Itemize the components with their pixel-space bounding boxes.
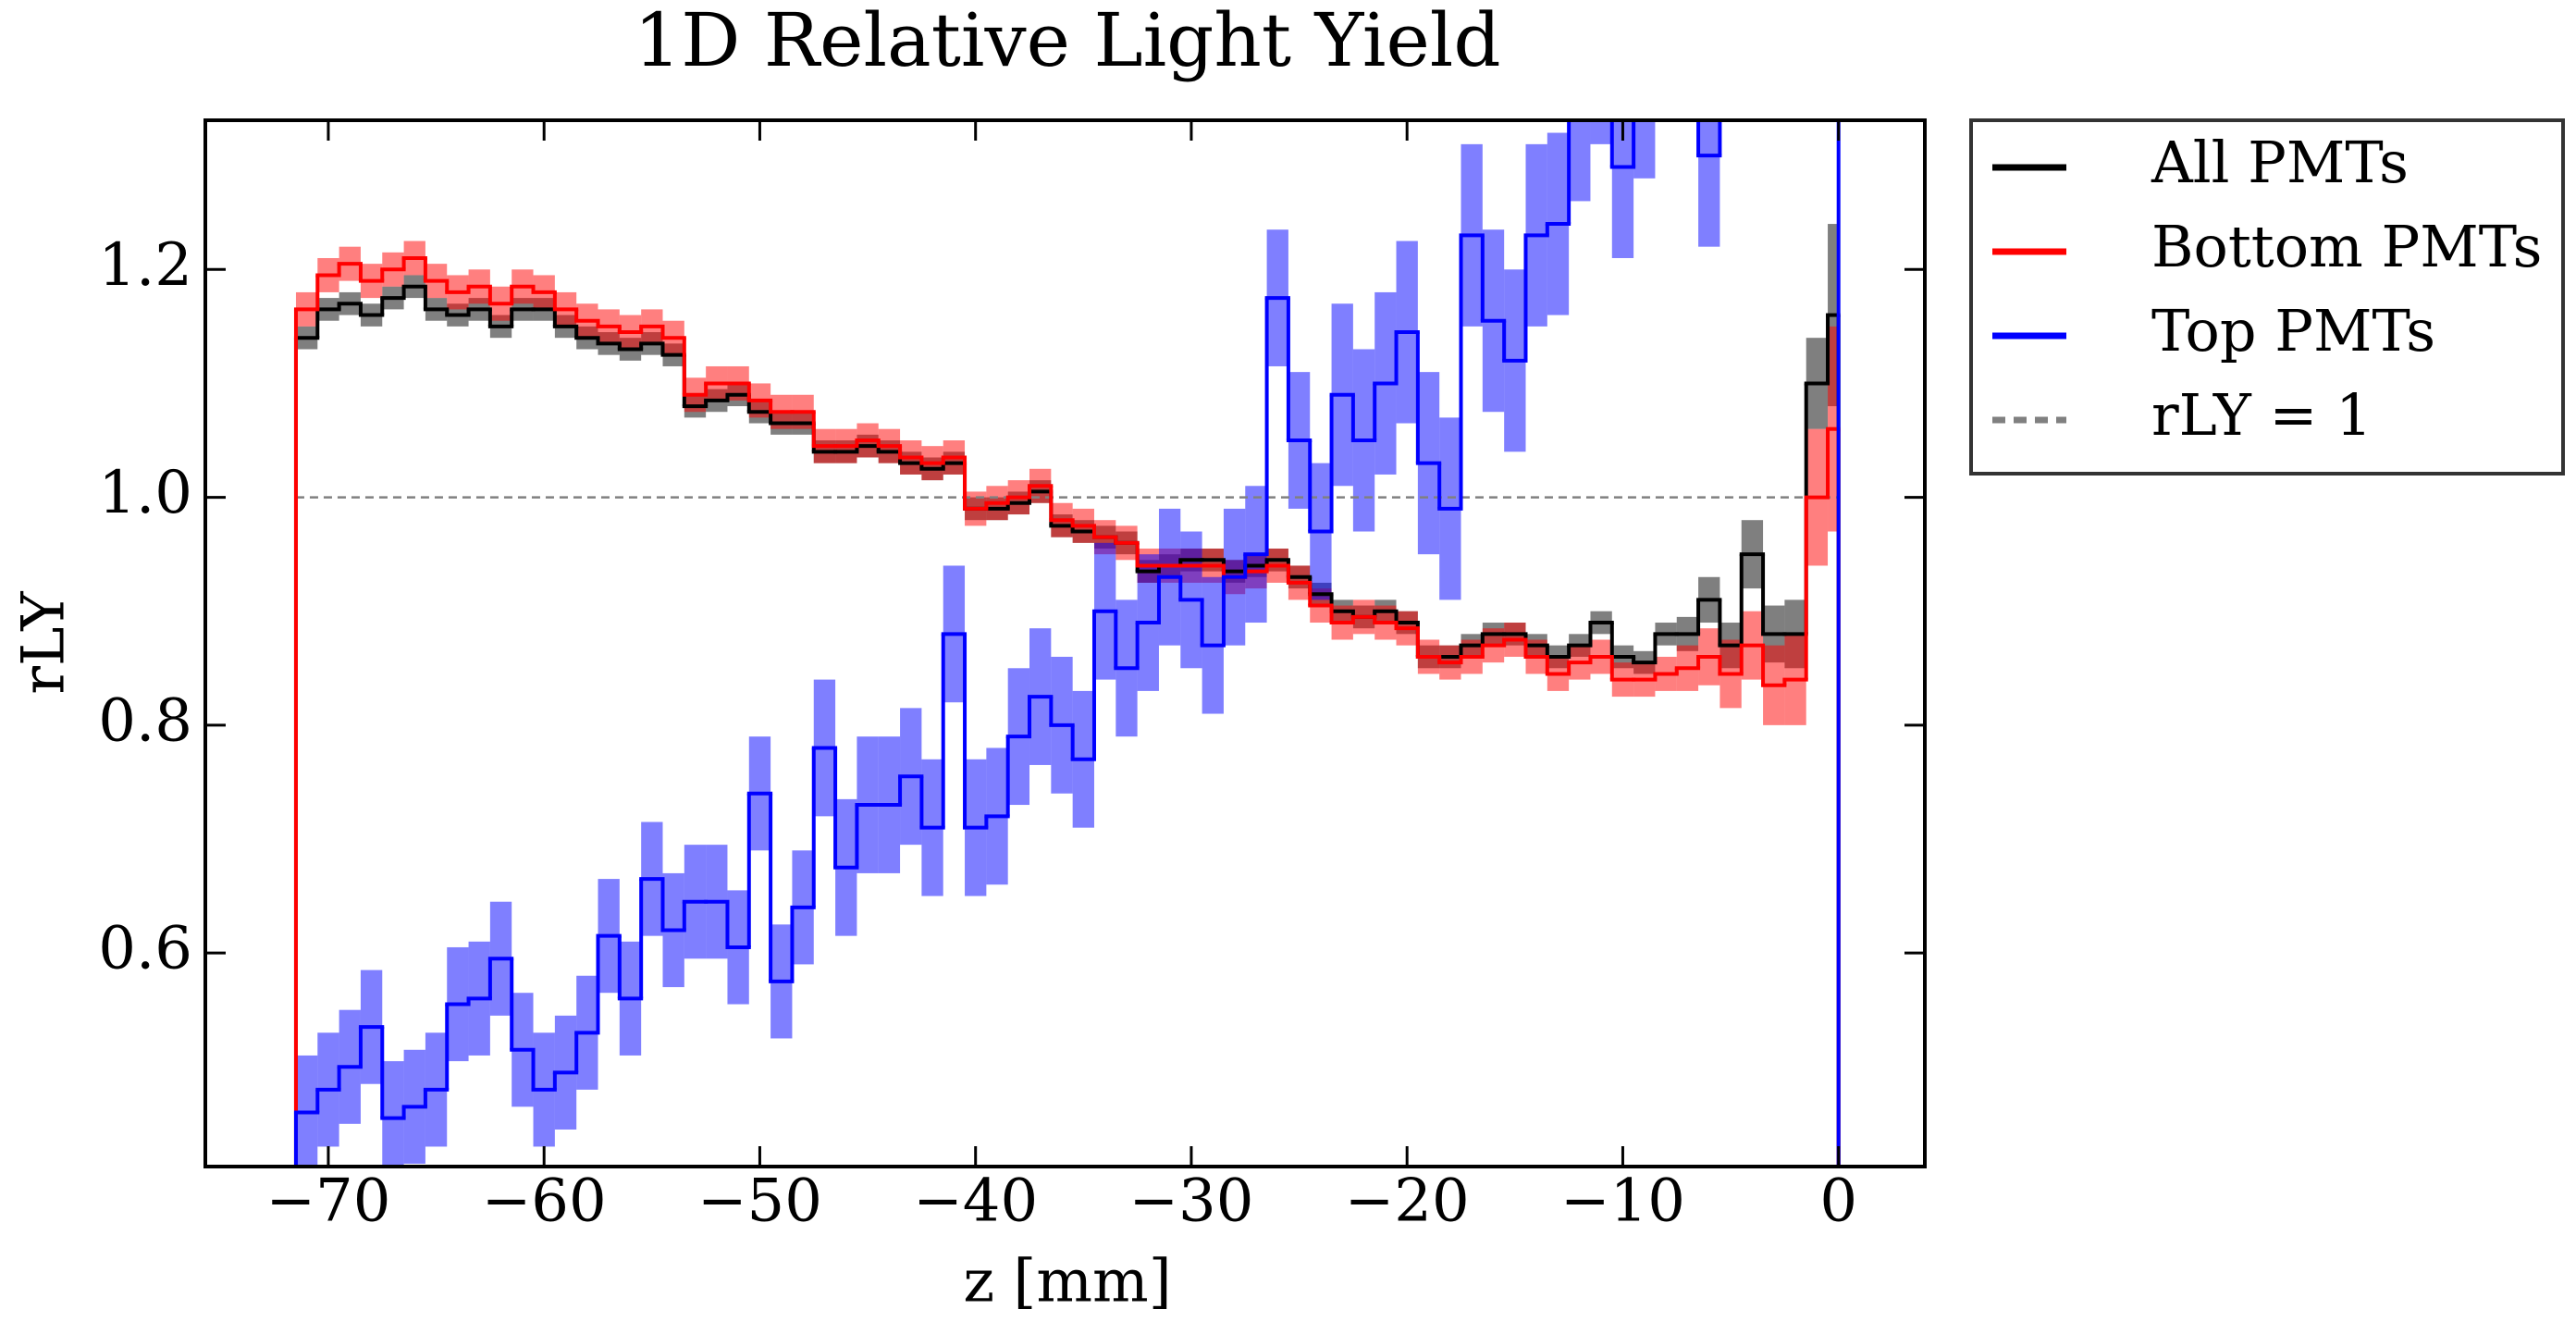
axes-frame	[203, 118, 1927, 1168]
x-tick-label: −50	[697, 1167, 822, 1236]
chart-title: 1D Relative Light Yield	[634, 0, 1500, 83]
error-band	[1633, 120, 1656, 179]
axes: −70 −60 −50 −40 −30 −20 −10 0 0.6 0.8 1.0 1.2	[98, 120, 1925, 1236]
x-tick-label: −60	[482, 1167, 607, 1236]
error-band	[1569, 120, 1591, 202]
error-band	[1590, 120, 1612, 144]
x-tick-label: −30	[1128, 1167, 1253, 1236]
legend-label: rLY = 1	[2151, 381, 2373, 449]
y-axis-label: rLY	[10, 591, 79, 695]
x-tick-label: −40	[913, 1167, 1038, 1236]
legend: All PMTs Bottom PMTs Top PMTs rLY = 1	[1992, 129, 2542, 449]
x-tick-label: −70	[265, 1167, 390, 1236]
legend-label: Top PMTs	[2151, 297, 2435, 364]
y-tick-label: 0.8	[98, 686, 192, 755]
x-axis-label: z [mm]	[963, 1248, 1171, 1316]
y-tick-label: 0.6	[98, 915, 192, 983]
legend-box	[1969, 118, 2565, 476]
x-tick-label: −10	[1560, 1167, 1685, 1236]
y-tick-label: 1.0	[98, 459, 192, 527]
plot-area	[293, 120, 1841, 1167]
error-band	[1611, 120, 1634, 258]
error-band	[382, 1061, 404, 1167]
legend-label: All PMTs	[2151, 129, 2409, 196]
x-tick-label: 0	[1819, 1167, 1857, 1236]
x-tick-label: −20	[1345, 1167, 1470, 1236]
error-band	[1698, 120, 1720, 247]
legend-label: Bottom PMTs	[2151, 213, 2542, 280]
y-tick-label: 1.2	[98, 231, 192, 300]
